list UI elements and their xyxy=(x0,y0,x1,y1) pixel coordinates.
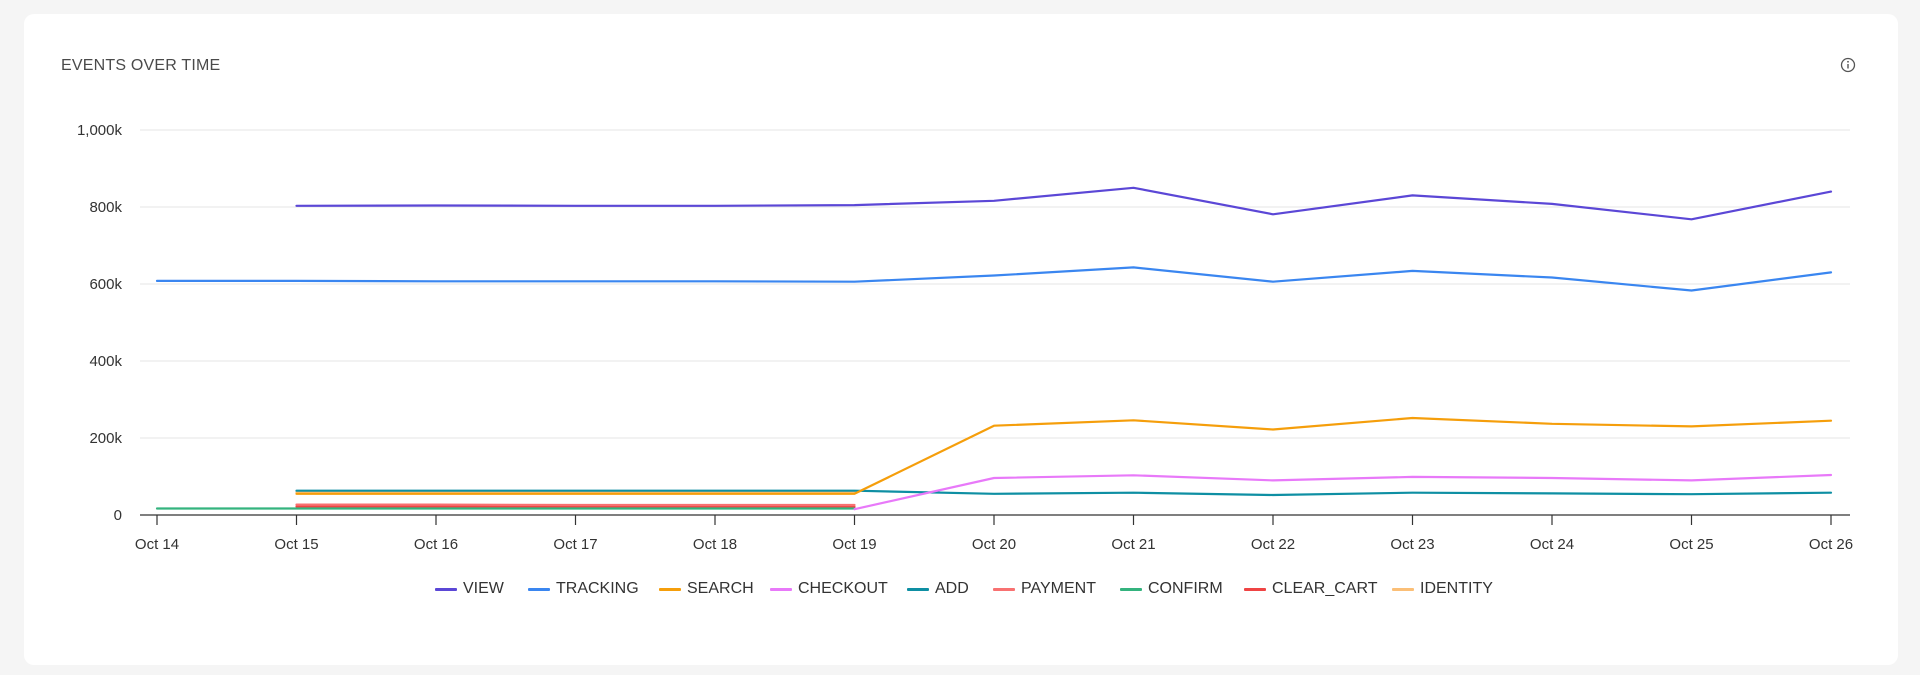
x-tick-label: Oct 26 xyxy=(1809,536,1853,553)
legend-label: TRACKING xyxy=(556,580,639,597)
legend-label: CHECKOUT xyxy=(798,580,888,597)
legend-item-checkout[interactable]: CHECKOUT xyxy=(770,580,888,598)
series-line-search xyxy=(295,416,1833,495)
legend-item-add[interactable]: ADD xyxy=(907,580,969,598)
x-tick-label: Oct 23 xyxy=(1390,536,1434,553)
legend-swatch xyxy=(907,587,929,591)
legend-swatch xyxy=(993,587,1015,591)
legend-item-search[interactable]: SEARCH xyxy=(659,580,754,598)
legend-item-identity[interactable]: IDENTITY xyxy=(1392,580,1493,598)
card-title: EVENTS OVER TIME xyxy=(61,57,221,74)
series-line-add xyxy=(295,489,1833,497)
series-line-tracking xyxy=(155,266,1833,292)
legend-item-payment[interactable]: PAYMENT xyxy=(993,580,1096,598)
x-tick-label: Oct 17 xyxy=(553,536,597,553)
x-tick-label: Oct 16 xyxy=(414,536,458,553)
x-tick-label: Oct 20 xyxy=(972,536,1016,553)
legend-label: PAYMENT xyxy=(1021,580,1096,597)
legend-item-view[interactable]: VIEW xyxy=(435,580,504,598)
chart-card xyxy=(24,14,1898,665)
legend-item-confirm[interactable]: CONFIRM xyxy=(1120,580,1223,598)
legend-item-clear-cart[interactable]: CLEAR_CART xyxy=(1244,580,1378,598)
legend-label: IDENTITY xyxy=(1420,580,1493,597)
y-tick-label: 600k xyxy=(89,276,122,293)
x-tick-label: Oct 24 xyxy=(1530,536,1574,553)
x-tick-label: Oct 22 xyxy=(1251,536,1295,553)
y-tick-label: 800k xyxy=(89,199,122,216)
x-tick-label: Oct 19 xyxy=(832,536,876,553)
y-tick-label: 200k xyxy=(89,430,122,447)
y-tick-label: 1,000k xyxy=(77,122,123,139)
x-tick-label: Oct 15 xyxy=(274,536,318,553)
legend-label: ADD xyxy=(935,580,969,597)
series-line-view xyxy=(295,186,1833,221)
legend-swatch xyxy=(528,587,550,591)
legend-swatch xyxy=(1120,587,1142,591)
legend-swatch xyxy=(1244,587,1266,591)
legend-label: CONFIRM xyxy=(1148,580,1223,597)
x-tick-label: Oct 25 xyxy=(1669,536,1713,553)
legend-swatch xyxy=(659,587,681,591)
legend-swatch xyxy=(1392,587,1414,591)
chart-legend: VIEW TRACKING SEARCH CHECKOUT ADD PAYMENT CONF… xyxy=(0,580,1920,604)
legend-label: CLEAR_CART xyxy=(1272,580,1378,597)
series-line-checkout xyxy=(853,473,1833,511)
x-tick-label: Oct 18 xyxy=(693,536,737,553)
legend-label: SEARCH xyxy=(687,580,754,597)
legend-label: VIEW xyxy=(463,580,504,597)
y-tick-label: 400k xyxy=(89,353,122,370)
legend-swatch xyxy=(770,587,792,591)
legend-item-tracking[interactable]: TRACKING xyxy=(528,580,639,598)
y-tick-label: 0 xyxy=(114,507,122,524)
info-circle-icon[interactable] xyxy=(1840,57,1856,73)
x-tick-label: Oct 21 xyxy=(1111,536,1155,553)
legend-swatch xyxy=(435,587,457,591)
x-tick-label: Oct 14 xyxy=(135,536,179,553)
